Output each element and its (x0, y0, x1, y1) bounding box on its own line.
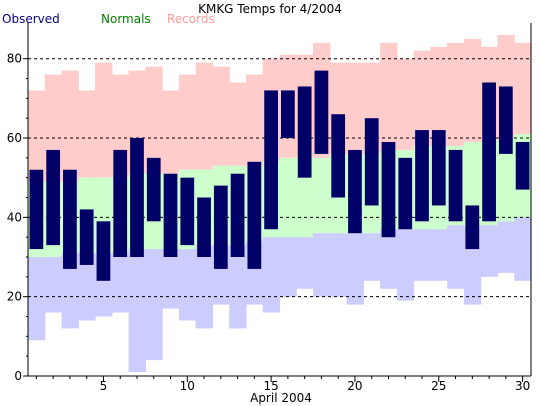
observed-bar (96, 221, 111, 281)
record-high-band (447, 42, 465, 146)
normal-band (279, 157, 297, 238)
observed-bar (431, 130, 446, 206)
record-low-band (145, 249, 163, 361)
observed-bar (498, 86, 513, 154)
record-high-band (162, 90, 180, 174)
record-low-band (514, 217, 532, 281)
record-high-band (346, 62, 364, 154)
observed-bar (79, 209, 94, 265)
record-low-band (61, 253, 79, 329)
record-high-band (61, 70, 79, 182)
observed-bar (331, 114, 346, 198)
record-low-band (162, 249, 180, 309)
observed-bar (247, 161, 262, 269)
chart-title: KMKG Temps for 4/2004 (198, 2, 342, 16)
observed-bar (146, 157, 161, 222)
record-low-band (195, 245, 214, 329)
normal-band (497, 138, 515, 222)
legend-entry-normals: Normals (101, 12, 151, 26)
observed-bar (364, 118, 379, 206)
record-low-band (229, 245, 247, 329)
x-tick-label: 30 (515, 379, 530, 393)
record-low-band (296, 237, 314, 289)
record-low-band (111, 253, 130, 313)
observed-bar (230, 173, 245, 258)
legend-entry-observed: Observed (2, 12, 60, 26)
x-axis-label: April 2004 (250, 391, 312, 405)
observed-bar (465, 205, 480, 250)
observed-bar (264, 90, 278, 230)
y-tick-label: 20 (7, 290, 22, 304)
record-low-band (480, 225, 499, 277)
x-tick-label: 15 (263, 379, 278, 393)
record-low-band (262, 237, 281, 313)
legend-entry-records: Records (167, 12, 215, 26)
x-tick-label: 10 (180, 379, 195, 393)
plot-area: 5 10 15 20 25 30 0 20 40 60 80 (7, 23, 532, 393)
record-high-band (413, 50, 431, 146)
record-low-band (447, 225, 465, 289)
x-tick-label: 5 (100, 379, 108, 393)
observed-bar (213, 185, 228, 269)
record-high-band (212, 66, 230, 166)
normal-band (463, 141, 482, 226)
record-high-band (229, 82, 247, 166)
observed-bar (314, 70, 329, 154)
record-high-band (28, 90, 46, 182)
observed-bar (113, 149, 128, 258)
record-low-band (313, 233, 331, 297)
observed-bar (163, 173, 178, 258)
normal-band (313, 157, 331, 234)
observed-bar (180, 177, 195, 246)
y-tick-label: 60 (7, 131, 22, 145)
y-tick-label: 80 (7, 52, 22, 66)
record-high-band (145, 66, 163, 174)
record-low-band (380, 229, 398, 289)
record-high-band (178, 74, 197, 170)
y-tick-label: 40 (7, 210, 22, 224)
record-low-band (279, 237, 297, 297)
record-high-band (95, 62, 113, 178)
record-high-band (514, 42, 532, 135)
record-high-band (396, 58, 415, 150)
record-low-band (128, 249, 146, 373)
record-low-band (413, 229, 431, 281)
observed-bar (29, 169, 44, 250)
record-low-band (44, 257, 63, 313)
observed-bar (63, 169, 77, 269)
record-low-band (346, 233, 364, 305)
record-low-band (363, 233, 381, 281)
observed-bar (415, 130, 429, 222)
observed-bar (348, 149, 362, 234)
record-high-band (195, 62, 214, 170)
observed-bar (515, 141, 530, 190)
observed-bar (46, 149, 61, 246)
record-high-band (380, 42, 398, 150)
observed-bar (381, 141, 396, 238)
y-tick-label: 0 (14, 369, 22, 383)
record-low-band (28, 257, 46, 341)
record-high-band (430, 46, 448, 146)
chart-legend: Observed Normals Records (2, 12, 215, 26)
record-low-band (396, 229, 415, 301)
observed-bar (130, 138, 144, 258)
record-low-band (78, 253, 96, 321)
observed-bar (297, 86, 312, 178)
observed-bar (482, 82, 496, 222)
record-low-band (178, 249, 197, 321)
observed-bar (281, 90, 295, 139)
record-high-band (463, 38, 482, 142)
x-tick-label: 25 (431, 379, 446, 393)
record-high-band (78, 90, 96, 178)
observed-bar (398, 157, 413, 230)
observed-bar (448, 149, 463, 222)
x-tick-label: 20 (347, 379, 362, 393)
record-low-band (430, 229, 448, 281)
observed-bar (197, 197, 211, 258)
record-high-band (245, 74, 264, 166)
record-low-band (497, 221, 515, 273)
record-low-band (329, 233, 348, 297)
